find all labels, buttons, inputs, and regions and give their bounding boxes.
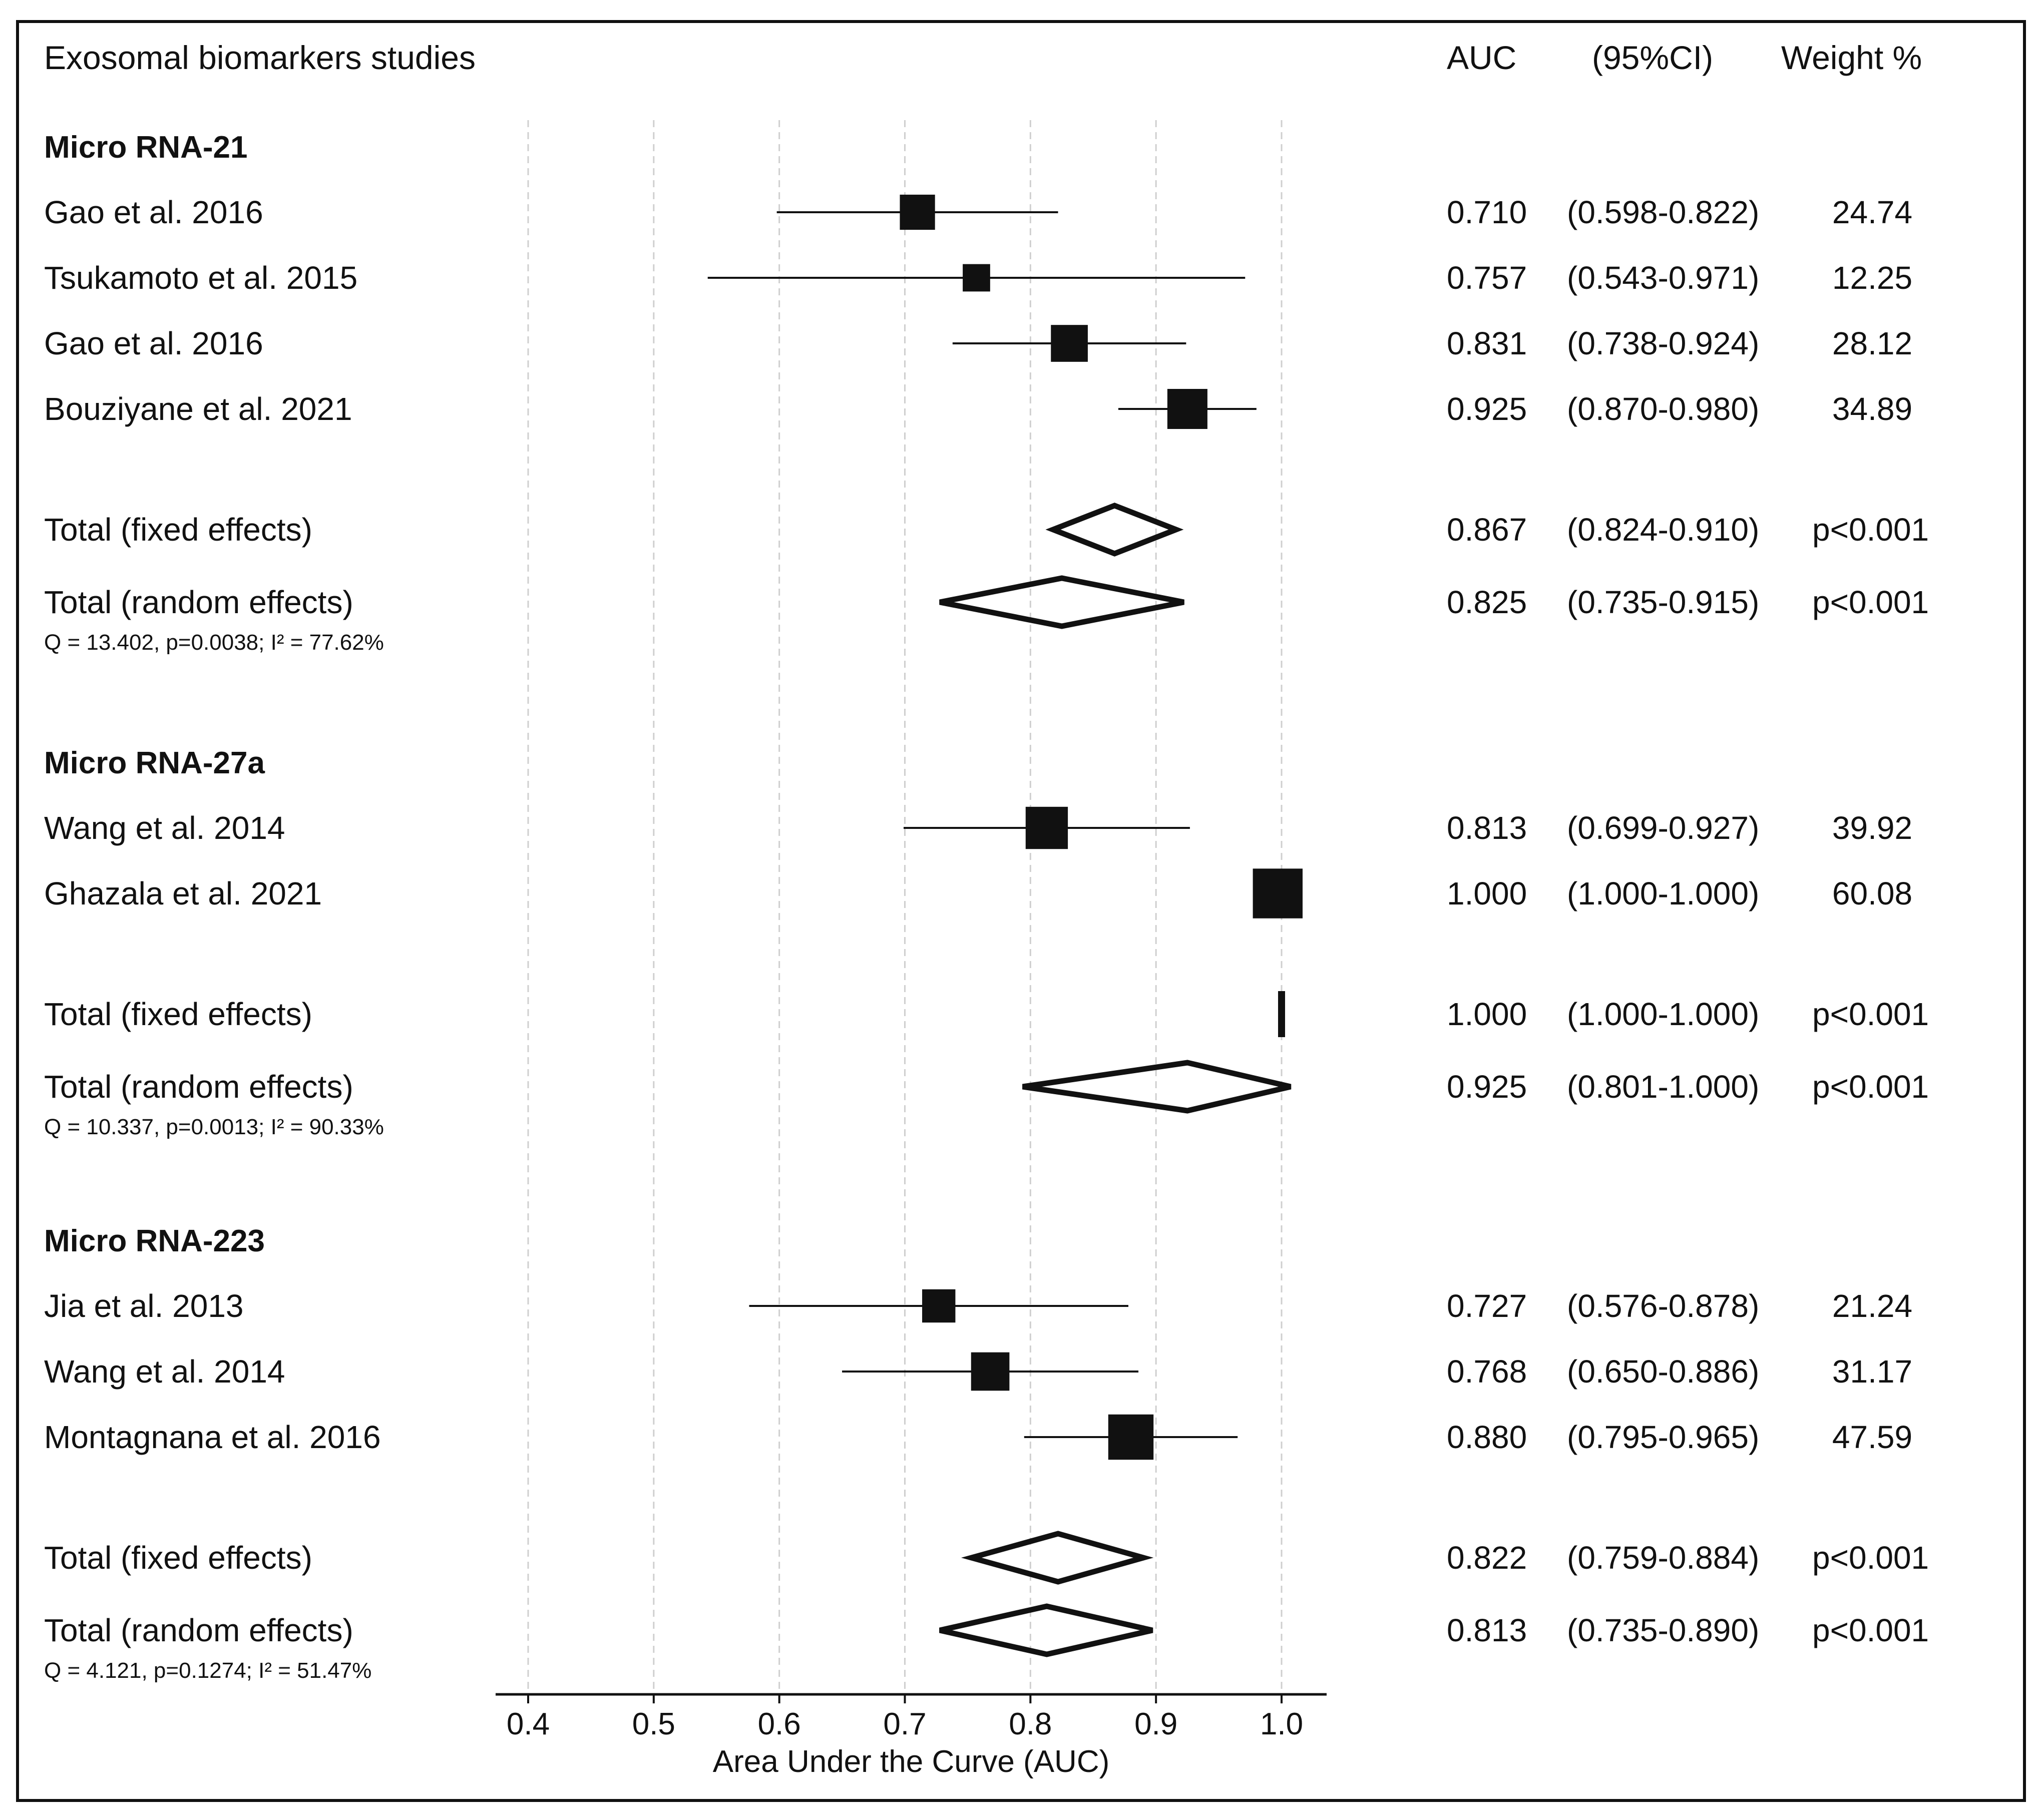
random-effects-auc: 0.925: [1447, 1069, 1527, 1105]
study-ci: (0.699-0.927): [1567, 810, 1759, 846]
study-weight: 31.17: [1832, 1353, 1912, 1390]
chart-title: Exosomal biomarkers studies: [44, 39, 476, 76]
fixed-effects-p: p<0.001: [1812, 996, 1929, 1032]
study-ci: (0.795-0.965): [1567, 1419, 1759, 1455]
study-weight: 39.92: [1832, 810, 1912, 846]
random-effects-label: Total (random effects): [44, 584, 353, 620]
fixed-effects-ci: (0.759-0.884): [1567, 1540, 1759, 1576]
study-label: Tsukamoto et al. 2015: [44, 260, 357, 296]
fixed-effects-diamond: [1045, 503, 1184, 557]
point-estimate-square: [1108, 1414, 1154, 1460]
random-effects-label: Total (random effects): [44, 1069, 353, 1105]
fixed-effects-label: Total (fixed effects): [44, 1540, 312, 1576]
heterogeneity-stats: Q = 13.402, p=0.0038; I² = 77.62%: [44, 630, 384, 655]
study-ci: (1.000-1.000): [1567, 875, 1759, 912]
random-effects-label: Total (random effects): [44, 1612, 353, 1648]
study-ci: (0.543-0.971): [1567, 260, 1759, 296]
random-effects-ci: (0.801-1.000): [1567, 1069, 1759, 1105]
point-estimate-square: [1051, 325, 1088, 362]
study-ci: (0.576-0.878): [1567, 1288, 1759, 1324]
fixed-effects-auc: 0.822: [1447, 1540, 1527, 1576]
study-ci: (0.738-0.924): [1567, 325, 1759, 361]
study-ci: (0.870-0.980): [1567, 391, 1759, 427]
group-title: Micro RNA-21: [44, 130, 248, 165]
study-label: Gao et al. 2016: [44, 194, 263, 230]
point-estimate-square: [1025, 806, 1068, 849]
study-label: Wang et al. 2014: [44, 1353, 285, 1390]
random-effects-auc: 0.813: [1447, 1612, 1527, 1648]
fixed-effects-label: Total (fixed effects): [44, 996, 312, 1032]
study-label: Ghazala et al. 2021: [44, 875, 322, 912]
fixed-effects-ci: (0.824-0.910): [1567, 512, 1759, 548]
random-effects-diamond: [1022, 1060, 1292, 1114]
random-effects-p: p<0.001: [1812, 1069, 1929, 1105]
study-label: Jia et al. 2013: [44, 1288, 244, 1324]
random-effects-diamond: [939, 1603, 1153, 1657]
x-tick-label: 0.9: [1134, 1707, 1177, 1741]
random-effects-auc: 0.825: [1447, 584, 1527, 620]
x-tick-label: 0.4: [507, 1707, 550, 1741]
x-axis-label: Area Under the Curve (AUC): [713, 1744, 1110, 1779]
group-title: Micro RNA-223: [44, 1224, 265, 1258]
point-estimate-square: [963, 264, 990, 292]
fixed-effects-diamond: [961, 1531, 1154, 1585]
study-auc: 1.000: [1447, 875, 1527, 912]
study-auc: 0.880: [1447, 1419, 1527, 1455]
study-weight: 47.59: [1832, 1419, 1912, 1455]
study-weight: 24.74: [1832, 194, 1912, 230]
study-ci: (0.598-0.822): [1567, 194, 1759, 230]
study-label: Wang et al. 2014: [44, 810, 285, 846]
fixed-effects-p: p<0.001: [1812, 512, 1929, 548]
study-weight: 34.89: [1832, 391, 1912, 427]
heterogeneity-stats: Q = 10.337, p=0.0013; I² = 90.33%: [44, 1115, 384, 1139]
fixed-effects-auc: 1.000: [1447, 996, 1527, 1032]
study-weight: 21.24: [1832, 1288, 1912, 1324]
study-auc: 0.727: [1447, 1288, 1527, 1324]
study-label: Montagnana et al. 2016: [44, 1419, 381, 1455]
column-header-ci: (95%CI): [1592, 39, 1713, 76]
x-tick-label: 0.8: [1009, 1707, 1052, 1741]
study-weight: 12.25: [1832, 260, 1912, 296]
random-effects-ci: (0.735-0.915): [1567, 584, 1759, 620]
point-estimate-square: [900, 194, 935, 230]
column-header-weight: Weight %: [1781, 39, 1922, 76]
point-estimate-square: [922, 1289, 956, 1323]
figure-frame: [16, 20, 2026, 1802]
study-auc: 0.925: [1447, 391, 1527, 427]
study-auc: 0.757: [1447, 260, 1527, 296]
random-effects-p: p<0.001: [1812, 1612, 1929, 1648]
heterogeneity-stats: Q = 4.121, p=0.1274; I² = 51.47%: [44, 1658, 371, 1683]
fixed-effects-auc: 0.867: [1447, 512, 1527, 548]
study-auc: 0.768: [1447, 1353, 1527, 1390]
x-tick-label: 0.7: [883, 1707, 926, 1741]
column-header-auc: AUC: [1447, 39, 1516, 76]
fixed-effects-label: Total (fixed effects): [44, 512, 312, 548]
fixed-effects-p: p<0.001: [1812, 1540, 1929, 1576]
random-effects-ci: (0.735-0.890): [1567, 1612, 1759, 1648]
study-auc: 0.813: [1447, 810, 1527, 846]
x-tick-label: 0.6: [758, 1707, 801, 1741]
study-ci: (0.650-0.886): [1567, 1353, 1759, 1390]
study-auc: 0.831: [1447, 325, 1527, 361]
fixed-effects-marker: [1278, 991, 1285, 1037]
x-tick-label: 1.0: [1260, 1707, 1303, 1741]
study-label: Bouziyane et al. 2021: [44, 391, 352, 427]
study-auc: 0.710: [1447, 194, 1527, 230]
study-weight: 60.08: [1832, 875, 1912, 912]
point-estimate-square: [1253, 868, 1303, 919]
x-tick-label: 0.5: [632, 1707, 675, 1741]
point-estimate-square: [971, 1352, 1010, 1391]
point-estimate-square: [1167, 388, 1207, 429]
random-effects-p: p<0.001: [1812, 584, 1929, 620]
study-weight: 28.12: [1832, 325, 1912, 361]
fixed-effects-ci: (1.000-1.000): [1567, 996, 1759, 1032]
study-label: Gao et al. 2016: [44, 325, 263, 361]
group-title: Micro RNA-27a: [44, 746, 265, 780]
random-effects-diamond: [939, 575, 1184, 629]
